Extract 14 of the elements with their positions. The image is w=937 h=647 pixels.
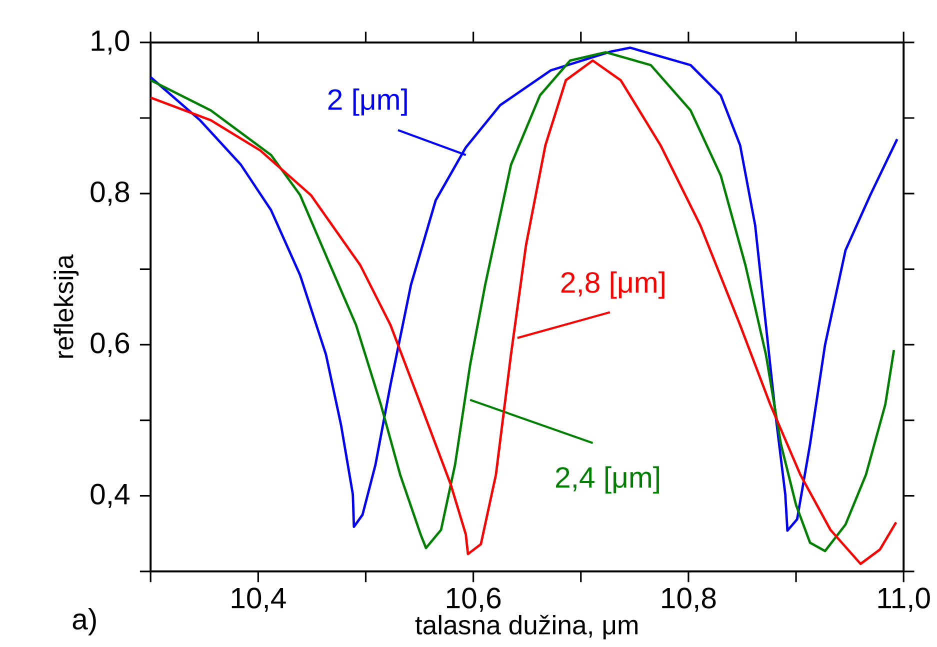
y-tick-label: 0,8 — [90, 181, 130, 206]
y-tick-label: 0,6 — [90, 332, 130, 357]
x-tick-label: 11,0 — [878, 588, 930, 612]
text: a) — [72, 608, 96, 636]
series-label: 2,8 [μm] — [561, 271, 664, 299]
text: 2 [μm] — [328, 88, 407, 116]
y-tick-label: 1,0 — [92, 30, 130, 55]
y-axis-title: refleksija — [54, 254, 79, 358]
x-axis-title: talasna dužina, μm — [415, 614, 638, 640]
x-tick-label: 10,6 — [447, 588, 501, 612]
y-tick-label: 0,4 — [90, 484, 130, 508]
x-tick-label: 10,4 — [232, 588, 286, 612]
x-tick-label: 10,8 — [662, 588, 716, 612]
legend-label: 2,4 [μm] — [556, 466, 659, 494]
